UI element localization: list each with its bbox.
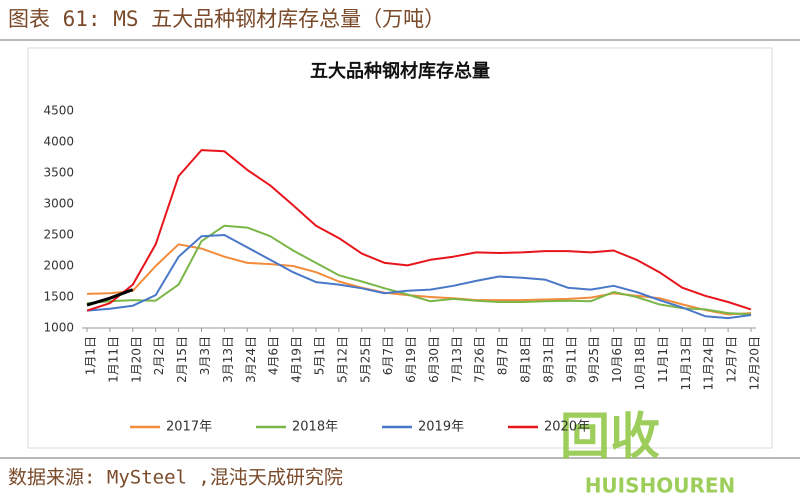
legend-label: 2019年 [418, 420, 464, 435]
footer: 数据来源: MySteel ,混沌天成研究院 [8, 467, 343, 489]
x-tick-label: 11月24日 [702, 336, 716, 391]
x-tick-label: 5月12日 [335, 336, 349, 383]
x-tick-label: 8月18日 [519, 336, 533, 383]
x-tick-label: 4月6日 [267, 336, 281, 375]
x-tick-label: 12月20日 [748, 336, 762, 391]
series-line [86, 234, 752, 320]
y-tick-label: 2000 [43, 259, 74, 273]
x-tick-label: 2月2日 [152, 336, 166, 375]
x-tick-label: 1月11日 [106, 336, 120, 383]
y-tick-label: 3000 [43, 197, 74, 211]
x-tick-label: 2月15日 [175, 336, 189, 383]
header: 图表 61: MS 五大品种钢材库存总量（万吨） [8, 7, 445, 31]
x-tick-label: 10月18日 [633, 336, 647, 391]
series-line [86, 288, 134, 307]
x-tick-label: 8月7日 [496, 336, 510, 375]
x-tick-label: 9月11日 [564, 336, 578, 383]
x-tick-label: 7月13日 [450, 336, 464, 383]
x-tick-label: 11月13日 [679, 336, 693, 391]
chart-title: 五大品种钢材库存总量 [310, 60, 490, 82]
x-tick-label: 7月26日 [473, 336, 487, 383]
x-tick-label: 6月30日 [427, 336, 441, 383]
y-tick-label: 2500 [43, 228, 74, 242]
x-tick-label: 10月6日 [610, 336, 624, 383]
x-tick-label: 3月13日 [221, 336, 235, 383]
legend-label: 2020年 [544, 420, 590, 435]
watermark: 回收 [560, 408, 660, 466]
x-tick-label: 3月3日 [198, 336, 212, 375]
x-tick-label: 5月25日 [358, 336, 372, 383]
series-line [86, 224, 752, 316]
x-tick-label: 3月24日 [244, 336, 258, 383]
x-tick-label: 6月7日 [381, 336, 395, 375]
x-tick-label: 11月1日 [656, 336, 670, 383]
series-line [86, 149, 752, 312]
chart-frame [27, 47, 773, 449]
y-tick-label: 3500 [43, 166, 74, 180]
x-tick-label: 1月1日 [84, 336, 98, 375]
y-tick-label: 4500 [43, 104, 74, 118]
y-tick-label: 1500 [43, 290, 74, 304]
x-tick-label: 9月25日 [587, 336, 601, 383]
x-tick-label: 1月20日 [129, 336, 143, 383]
y-tick-label: 4000 [43, 135, 74, 149]
x-tick-label: 12月7日 [725, 336, 739, 383]
x-tick-label: 4月19日 [290, 336, 304, 383]
x-tick-label: 6月19日 [404, 336, 418, 383]
watermark-sub: HUISHOUREN [585, 474, 736, 498]
series-line [86, 243, 752, 316]
legend-label: 2017年 [166, 420, 212, 435]
x-tick-label: 5月1日 [312, 336, 326, 375]
y-tick-label: 1000 [43, 321, 74, 335]
x-tick-label: 8月31日 [541, 336, 555, 383]
legend-label: 2018年 [292, 420, 338, 435]
